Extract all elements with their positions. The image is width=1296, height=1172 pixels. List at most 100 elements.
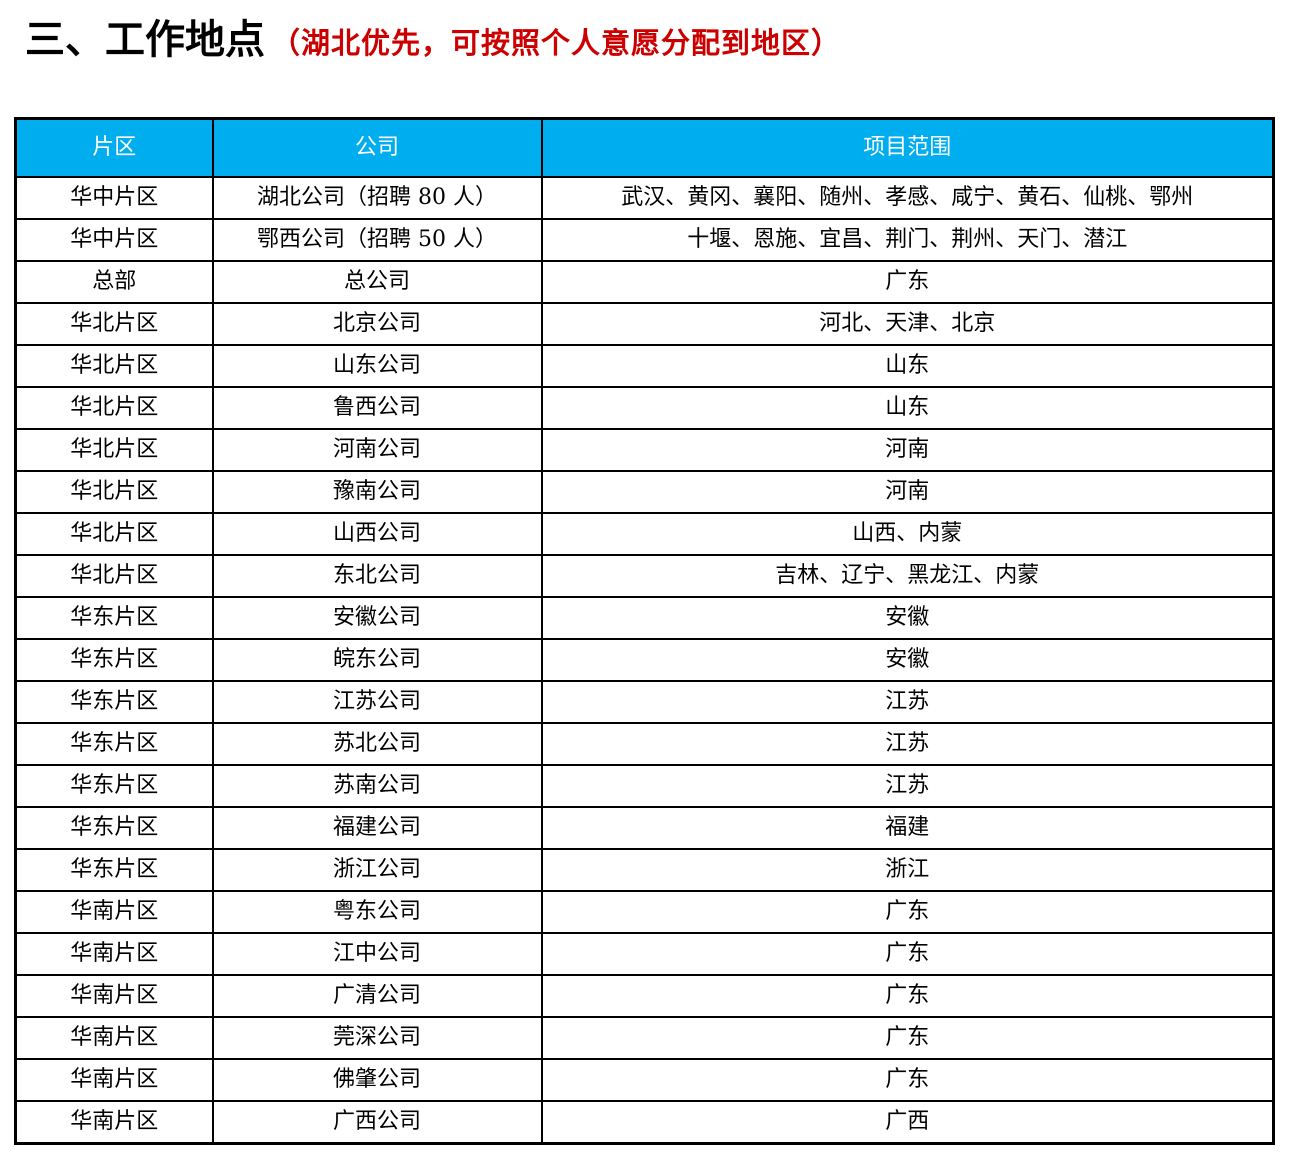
cell-region: 华南片区 bbox=[14, 1100, 214, 1145]
cell-scope: 广东 bbox=[540, 890, 1275, 934]
table-row: 华南片区 粤东公司 广东 bbox=[14, 890, 1275, 934]
cell-company: 北京公司 bbox=[211, 302, 543, 346]
table-row: 华东片区 福建公司 福建 bbox=[14, 806, 1275, 850]
work-location-table: 片区 公司 项目范围 华中片区 湖北公司（招聘 80 人） 武汉、黄冈、襄阳、随州、… bbox=[14, 117, 1275, 1145]
cell-scope: 江苏 bbox=[540, 680, 1275, 724]
table-row: 华南片区 广西公司 广西 bbox=[14, 1100, 1275, 1145]
cell-region: 华南片区 bbox=[14, 974, 214, 1018]
table-row: 华东片区 皖东公司 安徽 bbox=[14, 638, 1275, 682]
table-row: 华东片区 安徽公司 安徽 bbox=[14, 596, 1275, 640]
cell-scope: 江苏 bbox=[540, 764, 1275, 808]
cell-scope: 浙江 bbox=[540, 848, 1275, 892]
cell-region: 华东片区 bbox=[14, 764, 214, 808]
page-title: 三、工作地点 （湖北优先，可按照个人意愿分配到地区） bbox=[25, 14, 1296, 69]
cell-region: 华中片区 bbox=[14, 218, 214, 262]
cell-scope: 河南 bbox=[540, 428, 1275, 472]
cell-region: 华东片区 bbox=[14, 638, 214, 682]
cell-scope: 山东 bbox=[540, 344, 1275, 388]
cell-company: 广清公司 bbox=[211, 974, 543, 1018]
cell-scope: 广东 bbox=[540, 974, 1275, 1018]
cell-scope: 广西 bbox=[540, 1100, 1275, 1145]
cell-company: 莞深公司 bbox=[211, 1016, 543, 1060]
cell-region: 华东片区 bbox=[14, 848, 214, 892]
cell-region: 华东片区 bbox=[14, 596, 214, 640]
column-header-scope: 项目范围 bbox=[540, 117, 1275, 178]
cell-region: 华南片区 bbox=[14, 932, 214, 976]
cell-region: 华北片区 bbox=[14, 428, 214, 472]
cell-company: 东北公司 bbox=[211, 554, 543, 598]
cell-company: 粤东公司 bbox=[211, 890, 543, 934]
cell-company: 广西公司 bbox=[211, 1100, 543, 1145]
cell-company: 鲁西公司 bbox=[211, 386, 543, 430]
cell-company: 安徽公司 bbox=[211, 596, 543, 640]
cell-scope: 江苏 bbox=[540, 722, 1275, 766]
cell-company: 福建公司 bbox=[211, 806, 543, 850]
cell-scope: 广东 bbox=[540, 1058, 1275, 1102]
cell-company: 浙江公司 bbox=[211, 848, 543, 892]
cell-company: 皖东公司 bbox=[211, 638, 543, 682]
cell-company: 江中公司 bbox=[211, 932, 543, 976]
cell-company: 佛肇公司 bbox=[211, 1058, 543, 1102]
table-row: 华东片区 江苏公司 江苏 bbox=[14, 680, 1275, 724]
page-title-main: 三、工作地点 bbox=[25, 16, 265, 63]
table-row: 华北片区 山东公司 山东 bbox=[14, 344, 1275, 388]
cell-scope: 河南 bbox=[540, 470, 1275, 514]
cell-scope: 福建 bbox=[540, 806, 1275, 850]
cell-region: 总部 bbox=[14, 260, 214, 304]
column-header-region: 片区 bbox=[14, 117, 214, 178]
table-row: 华南片区 江中公司 广东 bbox=[14, 932, 1275, 976]
cell-scope: 十堰、恩施、宜昌、荆门、荆州、天门、潜江 bbox=[540, 218, 1275, 262]
cell-region: 华北片区 bbox=[14, 302, 214, 346]
cell-company: 山西公司 bbox=[211, 512, 543, 556]
table-row: 华北片区 山西公司 山西、内蒙 bbox=[14, 512, 1275, 556]
cell-company: 鄂西公司（招聘 50 人） bbox=[211, 218, 543, 262]
cell-scope: 广东 bbox=[540, 932, 1275, 976]
cell-scope: 河北、天津、北京 bbox=[540, 302, 1275, 346]
table-row: 华南片区 佛肇公司 广东 bbox=[14, 1058, 1275, 1102]
cell-company: 总公司 bbox=[211, 260, 543, 304]
cell-scope: 山西、内蒙 bbox=[540, 512, 1275, 556]
table-row: 华南片区 广清公司 广东 bbox=[14, 974, 1275, 1018]
cell-scope: 武汉、黄冈、襄阳、随州、孝感、咸宁、黄石、仙桃、鄂州 bbox=[540, 176, 1275, 220]
cell-company: 河南公司 bbox=[211, 428, 543, 472]
table-row: 华东片区 苏北公司 江苏 bbox=[14, 722, 1275, 766]
cell-company: 山东公司 bbox=[211, 344, 543, 388]
cell-company: 苏北公司 bbox=[211, 722, 543, 766]
cell-scope: 安徽 bbox=[540, 638, 1275, 682]
cell-scope: 安徽 bbox=[540, 596, 1275, 640]
cell-scope: 吉林、辽宁、黑龙江、内蒙 bbox=[540, 554, 1275, 598]
table-row: 华东片区 浙江公司 浙江 bbox=[14, 848, 1275, 892]
cell-company: 豫南公司 bbox=[211, 470, 543, 514]
table-row: 华北片区 河南公司 河南 bbox=[14, 428, 1275, 472]
cell-region: 华南片区 bbox=[14, 1058, 214, 1102]
table-row: 华中片区 湖北公司（招聘 80 人） 武汉、黄冈、襄阳、随州、孝感、咸宁、黄石、仙桃… bbox=[14, 176, 1275, 220]
cell-region: 华北片区 bbox=[14, 470, 214, 514]
column-header-company: 公司 bbox=[211, 117, 543, 178]
table-row: 总部 总公司 广东 bbox=[14, 260, 1275, 304]
cell-region: 华北片区 bbox=[14, 386, 214, 430]
table-row: 华东片区 苏南公司 江苏 bbox=[14, 764, 1275, 808]
table-row: 华北片区 鲁西公司 山东 bbox=[14, 386, 1275, 430]
table-row: 华北片区 北京公司 河北、天津、北京 bbox=[14, 302, 1275, 346]
cell-region: 华南片区 bbox=[14, 890, 214, 934]
cell-region: 华东片区 bbox=[14, 680, 214, 724]
cell-company: 江苏公司 bbox=[211, 680, 543, 724]
cell-region: 华北片区 bbox=[14, 344, 214, 388]
cell-company: 苏南公司 bbox=[211, 764, 543, 808]
cell-region: 华中片区 bbox=[14, 176, 214, 220]
cell-region: 华东片区 bbox=[14, 806, 214, 850]
page-title-note: （湖北优先，可按照个人意愿分配到地区） bbox=[271, 26, 842, 60]
cell-region: 华北片区 bbox=[14, 554, 214, 598]
cell-region: 华北片区 bbox=[14, 512, 214, 556]
cell-scope: 广东 bbox=[540, 1016, 1275, 1060]
cell-company: 湖北公司（招聘 80 人） bbox=[211, 176, 543, 220]
table-header-row: 片区 公司 项目范围 bbox=[14, 117, 1275, 178]
table-row: 华中片区 鄂西公司（招聘 50 人） 十堰、恩施、宜昌、荆门、荆州、天门、潜江 bbox=[14, 218, 1275, 262]
table-row: 华北片区 东北公司 吉林、辽宁、黑龙江、内蒙 bbox=[14, 554, 1275, 598]
cell-region: 华东片区 bbox=[14, 722, 214, 766]
table-row: 华南片区 莞深公司 广东 bbox=[14, 1016, 1275, 1060]
cell-scope: 山东 bbox=[540, 386, 1275, 430]
cell-scope: 广东 bbox=[540, 260, 1275, 304]
cell-region: 华南片区 bbox=[14, 1016, 214, 1060]
